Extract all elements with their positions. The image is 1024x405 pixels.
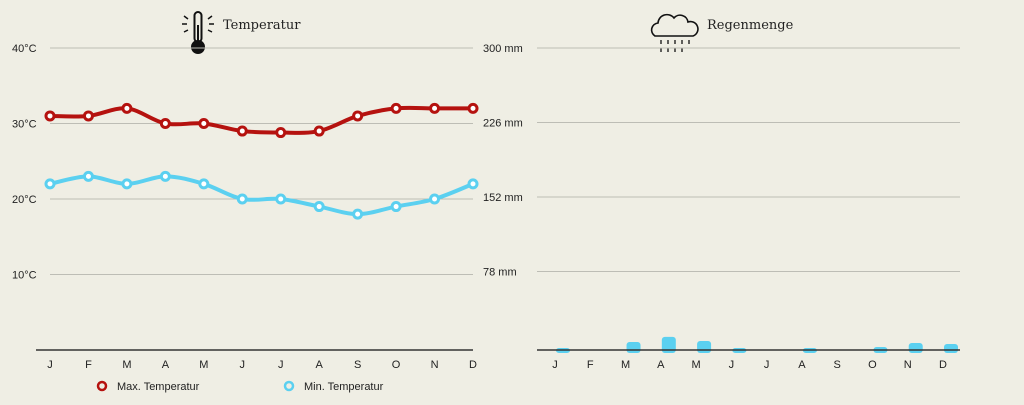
series-line-min [49,174,474,217]
data-point [236,193,248,205]
x-tick-label: J [552,359,558,371]
data-point [275,127,287,139]
x-tick-label: A [162,359,170,371]
series-line-max [49,105,473,135]
data-point [44,110,56,122]
x-tick-label: N [904,359,912,371]
x-tick-label: M [122,359,131,371]
legend: Max. Temperatur Min. Temperatur [96,380,384,393]
data-point [313,125,325,137]
x-tick-label: A [316,359,324,371]
data-point [429,193,441,205]
data-point [390,201,402,213]
x-tick-label: O [868,359,877,371]
data-point [121,102,133,114]
data-point [159,118,171,129]
data-point [467,102,479,114]
y-tick-label: 78 mm [483,266,517,278]
x-tick-label: D [469,359,477,371]
y-tick-label: 300 mm [483,43,523,55]
y-tick-label: 152 mm [483,192,523,204]
data-point [467,178,479,190]
data-point [198,178,210,190]
x-tick-label: D [939,359,947,371]
data-point [236,125,248,137]
x-tick-label: S [834,359,841,371]
x-tick-label: O [392,359,401,371]
temperature-title: Temperatur [223,18,301,33]
rain-bar [908,342,923,353]
legend-max-label: Max. Temperatur [117,381,200,393]
y-tick-label: 20°C [12,194,37,206]
rain-bar [944,343,958,353]
x-tick-label: M [621,359,630,371]
data-point [390,102,402,114]
x-tick-label: M [199,359,208,371]
data-point [82,110,94,122]
rain-title: Regenmenge [707,18,794,33]
data-point [429,102,441,114]
x-tick-label: J [278,359,284,371]
x-tick-label: J [47,359,53,371]
thermometer-icon [182,11,214,54]
x-tick-label: A [657,359,665,371]
data-point [275,193,287,205]
y-tick-label: 10°C [12,270,37,282]
x-tick-label: N [431,359,439,371]
x-tick-label: F [587,359,594,371]
y-tick-label: 226 mm [483,117,523,129]
data-point [82,170,94,182]
x-tick-label: J [240,359,246,371]
data-point [121,178,133,190]
rain-bar [626,341,641,353]
rain-bar [661,336,676,353]
y-tick-label: 40°C [12,43,37,55]
x-tick-label: A [798,359,806,371]
legend-max-marker [96,380,108,392]
x-tick-label: J [729,359,735,371]
data-point [44,178,56,190]
legend-min-label: Min. Temperatur [304,381,384,393]
rain-bar [697,340,712,353]
data-point [159,170,171,182]
x-tick-label: M [692,359,701,371]
x-tick-label: S [354,359,361,371]
data-point [352,110,364,122]
y-tick-label: 30°C [12,119,37,131]
legend-min-marker [283,380,295,392]
x-tick-label: F [85,359,92,371]
rain-cloud-icon [650,13,699,52]
x-tick-label: J [764,359,770,371]
data-point [198,118,210,129]
data-point [313,201,325,213]
data-point [352,208,364,220]
